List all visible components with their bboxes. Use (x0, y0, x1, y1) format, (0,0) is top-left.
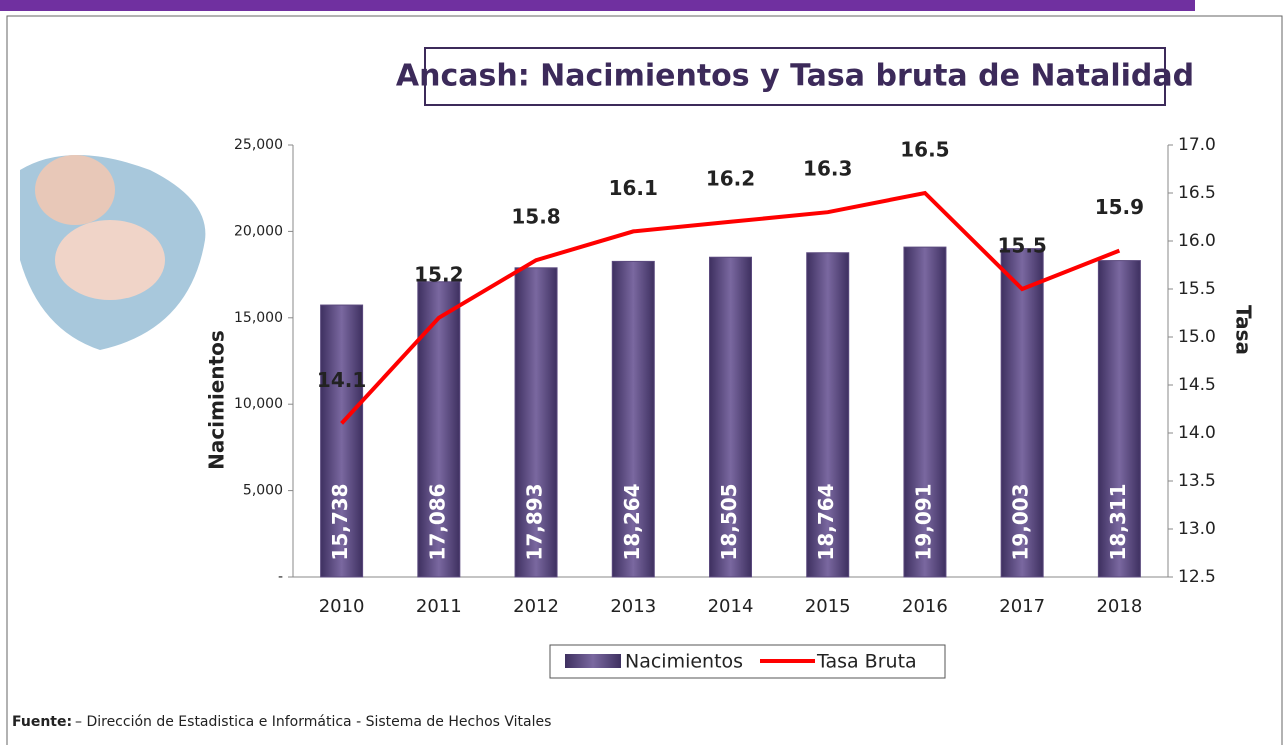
line-value-label: 14.1 (317, 368, 366, 392)
y2ticks-label: 15.0 (1178, 327, 1216, 347)
legend-swatch (565, 654, 621, 668)
y2ticks-label: 15.5 (1178, 279, 1216, 299)
bar-value-label: 19,003 (1009, 483, 1033, 560)
yticks-label: - (278, 569, 283, 585)
bar-value-label: 18,764 (814, 483, 838, 560)
chart-title: Ancash: Nacimientos y Tasa bruta de Nata… (396, 59, 1194, 94)
y2ticks-label: 12.5 (1178, 567, 1216, 587)
bar (611, 260, 655, 578)
yticks-label: 25,000 (234, 137, 283, 153)
y2-axis-title: Tasa (1232, 305, 1256, 355)
line-value-label: 16.3 (803, 157, 852, 181)
yticks-label: 20,000 (234, 223, 283, 239)
bar (514, 267, 558, 578)
y2ticks-label: 14.5 (1178, 375, 1216, 395)
x-tick-label: 2013 (610, 596, 656, 617)
top-bar (0, 0, 1195, 11)
bar-value-label: 19,091 (911, 483, 935, 560)
y2ticks-label: 13.5 (1178, 471, 1216, 491)
line-value-label: 16.1 (609, 176, 658, 200)
y2ticks-label: 13.0 (1178, 519, 1216, 539)
bar (903, 246, 947, 578)
bar (709, 256, 752, 578)
bar (320, 304, 364, 578)
x-tick-label: 2010 (319, 596, 365, 617)
bar-value-label: 18,264 (620, 483, 644, 560)
x-tick-label: 2018 (1096, 596, 1142, 617)
y-axis-title: Nacimientos (205, 330, 229, 470)
footer-text: – Dirección de Estadistica e Informática… (75, 714, 551, 730)
x-tick-label: 2014 (708, 596, 754, 617)
yticks-label: 15,000 (234, 310, 283, 326)
x-tick-label: 2012 (513, 596, 559, 617)
line-value-label: 16.2 (706, 166, 755, 190)
x-tick-label: 2016 (902, 596, 948, 617)
y2ticks-label: 14.0 (1178, 423, 1216, 443)
title-box (424, 47, 1166, 106)
baby-image (20, 155, 206, 350)
bar-value-label: 18,505 (717, 483, 741, 560)
bar (1000, 248, 1044, 578)
y2ticks-label: 17.0 (1178, 135, 1216, 155)
legend-label: Nacimientos (625, 651, 743, 673)
footer-label: Fuente: (12, 714, 72, 730)
bar (1097, 260, 1141, 578)
x-tick-label: 2017 (999, 596, 1045, 617)
line (340, 190, 1121, 425)
line-value-label: 15.8 (511, 205, 560, 229)
bar-value-label: 18,311 (1106, 483, 1130, 560)
yticks-label: 10,000 (234, 396, 283, 412)
line-value-label: 15.9 (1095, 195, 1144, 219)
frame (6, 15, 1283, 749)
y2ticks-label: 16.5 (1178, 183, 1216, 203)
yticks-label: 5,000 (243, 483, 283, 499)
line-value-label: 16.5 (900, 138, 949, 162)
bar (806, 252, 850, 578)
bar-value-label: 17,086 (425, 483, 449, 560)
line-value-label: 15.5 (997, 234, 1046, 258)
y2ticks-label: 16.0 (1178, 231, 1216, 251)
bar-value-label: 15,738 (328, 483, 352, 560)
line-value-label: 15.2 (414, 262, 463, 286)
legend-label: Tasa Bruta (816, 651, 917, 673)
x-tick-label: 2011 (416, 596, 462, 617)
bar-value-label: 17,893 (523, 483, 547, 560)
x-tick-label: 2015 (805, 596, 851, 617)
